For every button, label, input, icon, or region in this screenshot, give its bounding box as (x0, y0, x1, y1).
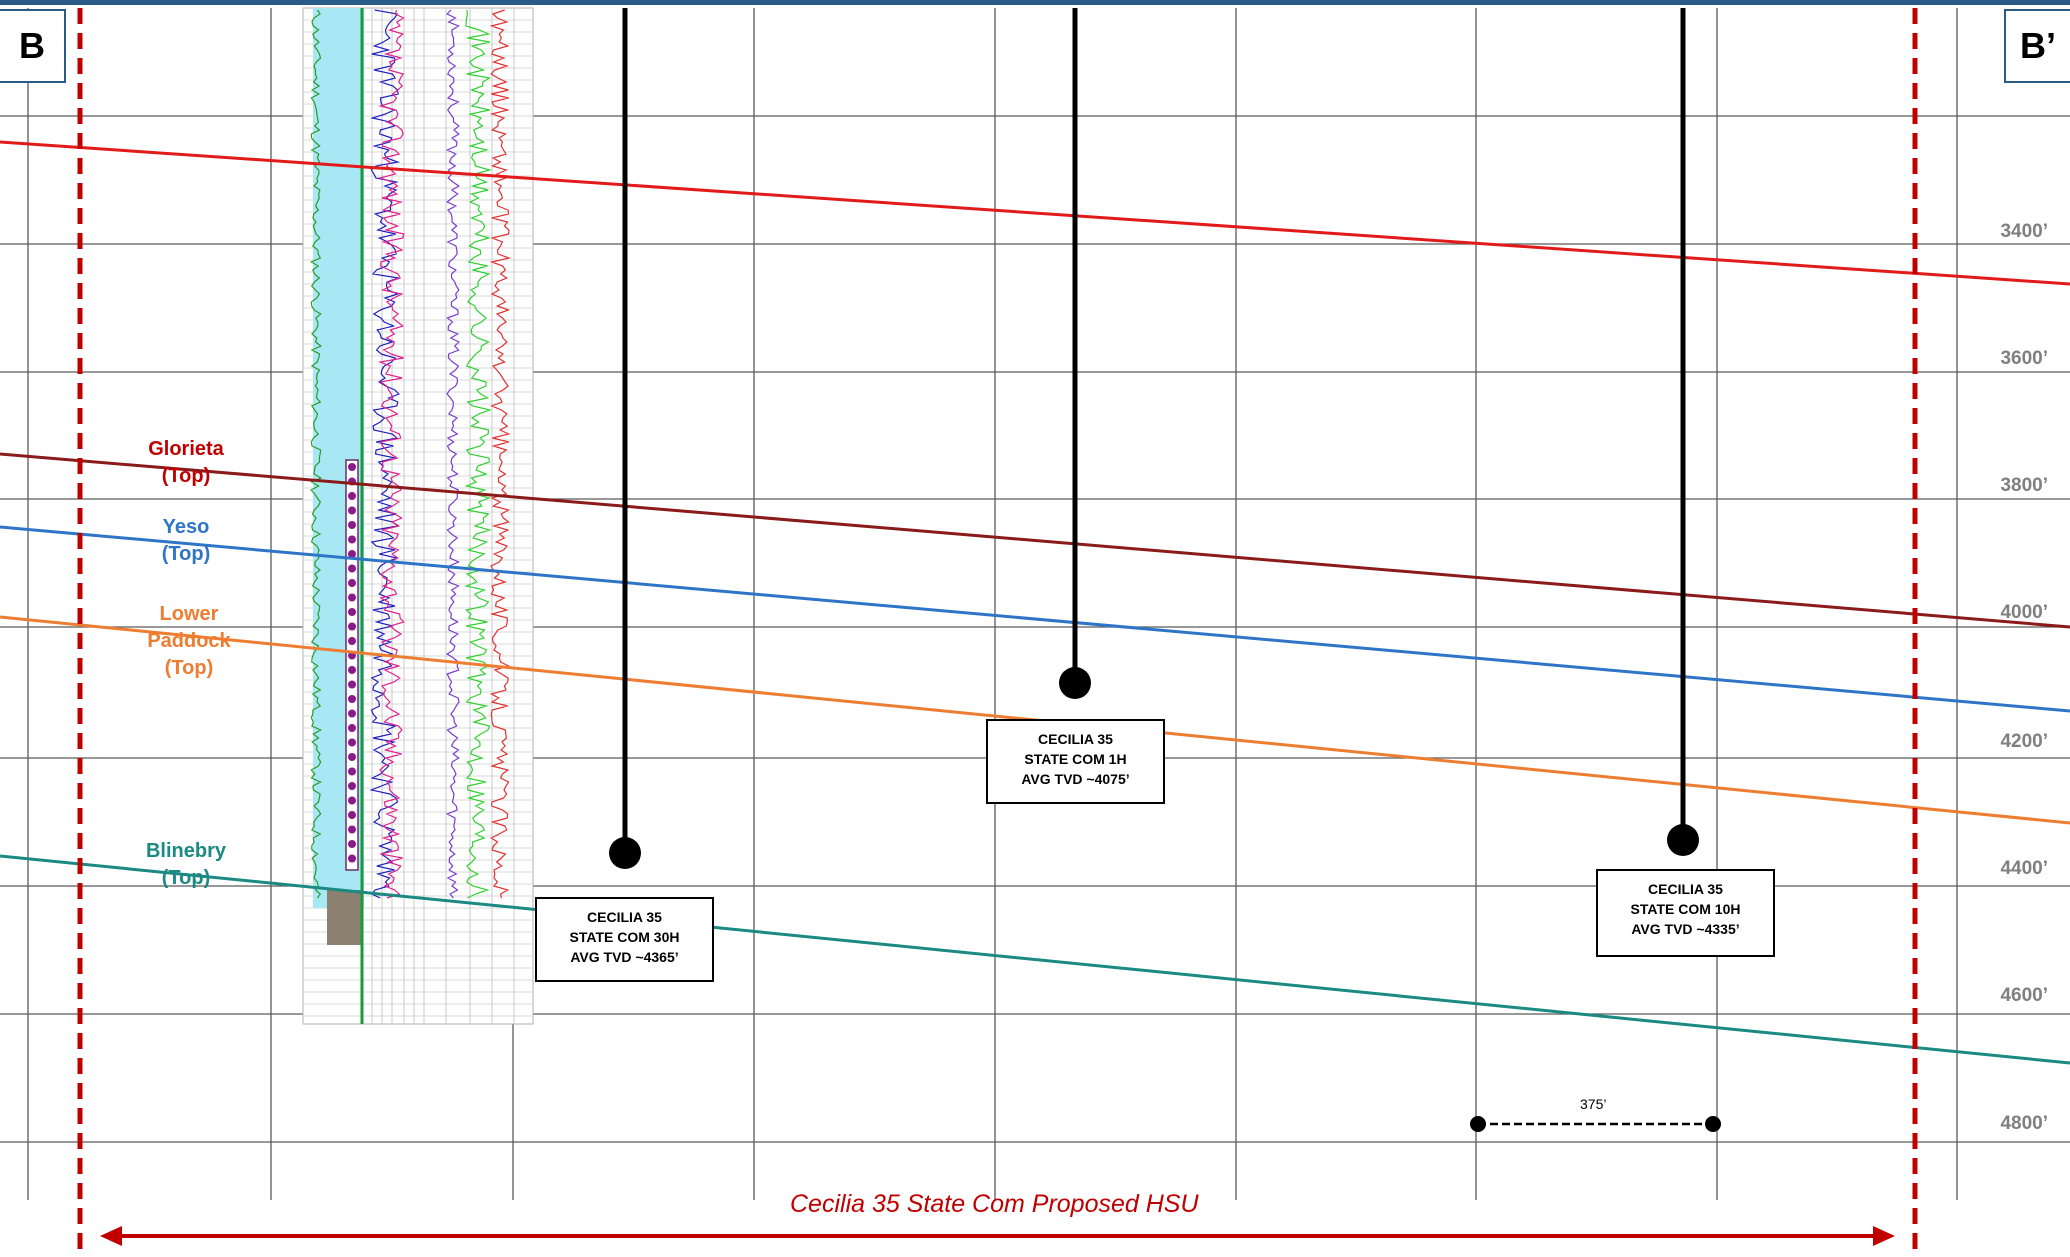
hsu-label: Cecilia 35 State Com Proposed HSU (790, 1190, 1199, 1218)
perforation-dot (348, 695, 356, 703)
perforation-dot (348, 521, 356, 529)
well-tvd: AVG TVD ~4365’ (570, 949, 679, 965)
depth-label: 4600’ (2000, 985, 2048, 1006)
perforation-dot (348, 825, 356, 834)
log-curve-density (377, 9, 405, 899)
perforation-dot (348, 579, 356, 587)
formation-name: Glorieta (148, 438, 224, 460)
top-border (0, 0, 2070, 5)
formation-name: Blinebry (145, 840, 227, 862)
perforation-dot (348, 535, 356, 544)
horizon-blinebry (0, 854, 2070, 1065)
perforation-dot (348, 564, 356, 573)
well-sticks (609, 8, 1699, 869)
depth-label: 3800’ (2000, 475, 2048, 496)
perforation-dot (348, 854, 356, 863)
log-curve-sonic (464, 9, 492, 899)
section-start-label: B (0, 9, 66, 83)
perforation-dot (348, 463, 356, 471)
horizon-reference (0, 140, 2070, 286)
well-label-30h: CECILIA 35 STATE COM 30H AVG TVD ~4365’ (535, 897, 714, 982)
well-name-line2: STATE COM 30H (569, 929, 680, 945)
formation-label-blinebry: Blinebry (Top) (126, 838, 246, 892)
perforation-dot (348, 782, 356, 790)
formation-label-lower-paddock: Lower Paddock (Top) (126, 601, 252, 682)
perforation-dot (348, 753, 356, 761)
depth-label: 4800’ (2000, 1113, 2048, 1134)
well-landing-point (609, 837, 641, 869)
perforation-dot (348, 680, 356, 689)
depth-label: 3400’ (2000, 221, 2048, 242)
formation-label-yeso: Yeso (Top) (126, 514, 246, 568)
log-curve-neutron (445, 9, 461, 899)
scale-bar (1470, 1116, 1721, 1132)
formation-label-glorieta: Glorieta (Top) (126, 436, 246, 490)
perforation-dot (348, 637, 356, 645)
section-end-label: B’ (2004, 9, 2070, 83)
depth-label: 4000’ (2000, 602, 2048, 623)
well-landing-point (1059, 667, 1091, 699)
well-label-10h: CECILIA 35 STATE COM 10H AVG TVD ~4335’ (1596, 869, 1775, 957)
hsu-boundaries (77, 8, 1918, 1257)
log-core-block (327, 890, 361, 945)
perforation-dot (348, 738, 356, 747)
hsu-arrow-head-left (100, 1226, 122, 1246)
scale-bar-end (1705, 1116, 1721, 1132)
perforation-dot (348, 811, 356, 819)
formation-suffix: (Top) (164, 657, 214, 679)
perforation-dot (348, 492, 356, 500)
formation-name-text: Lower Paddock (147, 603, 231, 652)
horizon-glorieta (0, 452, 2070, 629)
depth-label: 4400’ (2000, 858, 2048, 879)
depth-label: 3600’ (2000, 348, 2048, 369)
well-tvd: AVG TVD ~4335’ (1631, 921, 1740, 937)
perforation-dot (348, 622, 356, 631)
perforation-column (345, 459, 359, 871)
well-tvd: AVG TVD ~4075’ (1021, 771, 1130, 787)
log-curve-caliper (489, 9, 512, 899)
perforation-dot (348, 840, 356, 848)
well-name-line1: CECILIA 35 (1038, 731, 1113, 747)
well-landing-point (1667, 824, 1699, 856)
depth-label: 4200’ (2000, 731, 2048, 752)
formation-suffix: (Top) (161, 465, 211, 487)
perforation-dot (348, 506, 356, 515)
perforation-dot (348, 796, 356, 805)
horizon-yeso (0, 525, 2070, 713)
scale-bar-end (1470, 1116, 1486, 1132)
perforation-dot (348, 608, 356, 616)
formation-suffix: (Top) (161, 867, 211, 889)
perforation-dot (348, 724, 356, 732)
well-name-line2: STATE COM 1H (1024, 751, 1127, 767)
type-log (302, 7, 534, 1025)
well-name-line1: CECILIA 35 (587, 909, 662, 925)
well-name-line1: CECILIA 35 (1648, 881, 1723, 897)
perforation-dot (348, 593, 356, 602)
log-curve-gamma (309, 9, 323, 899)
formation-name: Lower Paddock (126, 601, 252, 655)
well-name-line2: STATE COM 10H (1630, 901, 1741, 917)
scale-bar-label: 375’ (1580, 1096, 1607, 1112)
hsu-arrow-head-right (1873, 1226, 1895, 1246)
well-label-1h: CECILIA 35 STATE COM 1H AVG TVD ~4075’ (986, 719, 1165, 804)
perforation-dot (348, 767, 356, 776)
formation-suffix: (Top) (161, 543, 211, 565)
log-curve-resistivity (369, 9, 401, 899)
perforation-dot (348, 550, 356, 558)
formation-name: Yeso (162, 516, 210, 538)
perforation-dot (348, 666, 356, 674)
perforation-dot (348, 709, 356, 718)
